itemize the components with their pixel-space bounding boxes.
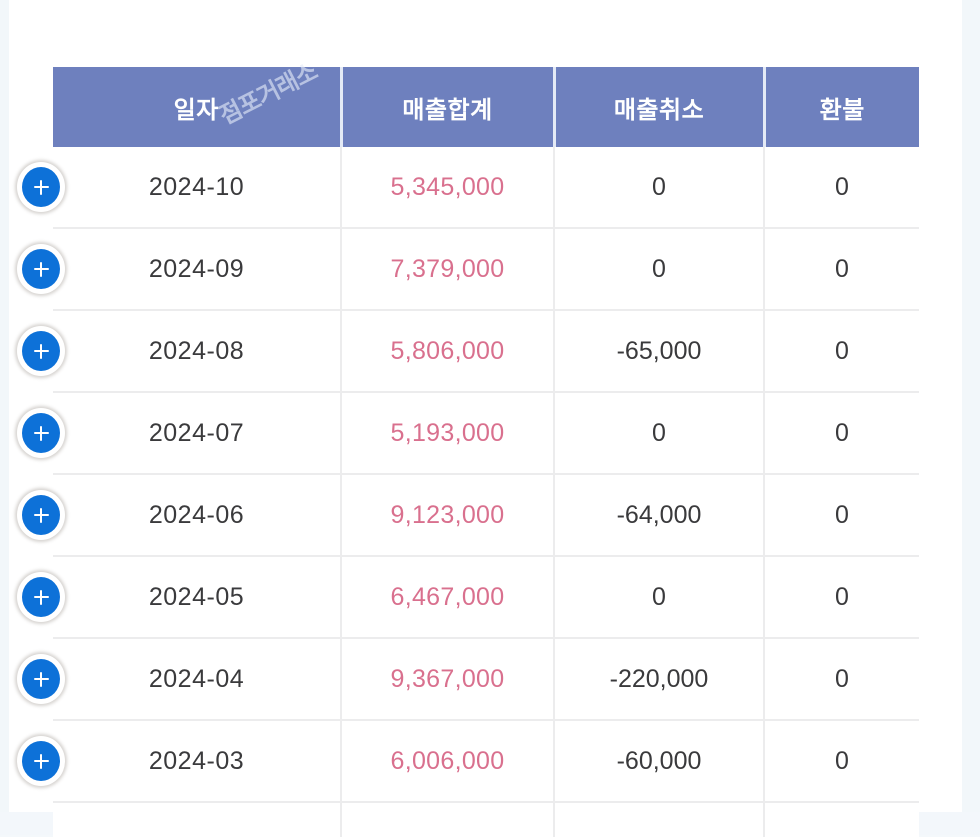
date-value: 2024-10 xyxy=(148,172,245,201)
date-value: 2024-03 xyxy=(148,746,245,775)
plus-icon xyxy=(22,167,60,207)
cell-total-sales: 6,006,000 xyxy=(341,720,555,803)
table-row[interactable]: 2024-07 5,193,000 0 0 xyxy=(17,392,919,475)
cell-refund: 0 xyxy=(764,720,919,803)
cell-sales-cancel: 0 xyxy=(554,392,765,475)
expand-row-button[interactable] xyxy=(16,653,66,705)
table-row[interactable]: 2024-03 6,006,000 -60,000 0 xyxy=(17,720,919,803)
cell-total-sales: 9,367,000 xyxy=(341,638,555,721)
cell-date xyxy=(53,802,342,837)
date-value: 2024-07 xyxy=(148,418,245,447)
cell-sales-cancel xyxy=(554,802,765,837)
cell-date: 2024-05 xyxy=(17,556,342,639)
date-value: 2024-04 xyxy=(148,664,245,693)
cell-sales-cancel: -60,000 xyxy=(554,720,765,803)
cell-refund: 0 xyxy=(764,556,919,639)
table-body: 2024-10 5,345,000 0 0 2024-09 7,379,000 0 0 2024… xyxy=(17,147,919,837)
expand-row-button[interactable] xyxy=(16,407,66,459)
column-header-date[interactable]: 일자 xyxy=(53,67,343,147)
cell-refund: 0 xyxy=(764,392,919,475)
cell-sales-cancel: -64,000 xyxy=(554,474,765,557)
plus-icon xyxy=(22,413,60,453)
expand-row-button[interactable] xyxy=(16,571,66,623)
cell-date: 2024-07 xyxy=(17,392,342,475)
cell-sales-cancel: 0 xyxy=(554,556,765,639)
column-header-total[interactable]: 매출합계 xyxy=(341,67,556,147)
expand-row-button[interactable] xyxy=(16,325,66,377)
cell-refund: 0 xyxy=(764,638,919,721)
cell-total-sales: 5,345,000 xyxy=(341,147,555,229)
cell-sales-cancel: 0 xyxy=(554,147,765,229)
cell-refund: 0 xyxy=(764,228,919,311)
expand-row-button[interactable] xyxy=(16,489,66,541)
table-row[interactable]: 2024-05 6,467,000 0 0 xyxy=(17,556,919,639)
cell-total-sales: 6,467,000 xyxy=(341,556,555,639)
expand-row-button[interactable] xyxy=(16,161,66,213)
sales-summary-table: 일자 매출합계 매출취소 환불 2024-10 5,345,000 0 0 2024-0… xyxy=(17,67,919,837)
cell-total-sales xyxy=(341,802,555,837)
date-value: 2024-06 xyxy=(148,500,245,529)
table-header-row: 일자 매출합계 매출취소 환불 xyxy=(53,67,919,147)
cell-total-sales: 5,806,000 xyxy=(341,310,555,393)
cell-date: 2024-08 xyxy=(17,310,342,393)
cell-date: 2024-03 xyxy=(17,720,342,803)
cell-sales-cancel: -220,000 xyxy=(554,638,765,721)
table-row-partial[interactable] xyxy=(53,802,919,837)
cell-refund xyxy=(764,802,919,837)
cell-date: 2024-04 xyxy=(17,638,342,721)
date-value: 2024-08 xyxy=(148,336,245,365)
table-row[interactable]: 2024-08 5,806,000 -65,000 0 xyxy=(17,310,919,393)
plus-icon xyxy=(22,495,60,535)
right-gutter xyxy=(962,0,980,835)
expand-row-button[interactable] xyxy=(16,243,66,295)
table-row[interactable]: 2024-09 7,379,000 0 0 xyxy=(17,228,919,311)
cell-date: 2024-06 xyxy=(17,474,342,557)
expand-row-button[interactable] xyxy=(16,735,66,787)
cell-sales-cancel: 0 xyxy=(554,228,765,311)
cell-total-sales: 9,123,000 xyxy=(341,474,555,557)
cell-total-sales: 7,379,000 xyxy=(341,228,555,311)
cell-date: 2024-09 xyxy=(17,228,342,311)
date-value: 2024-05 xyxy=(148,582,245,611)
plus-icon xyxy=(22,741,60,781)
cell-sales-cancel: -65,000 xyxy=(554,310,765,393)
cell-refund: 0 xyxy=(764,310,919,393)
cell-date: 2024-10 xyxy=(17,147,342,229)
plus-icon xyxy=(22,331,60,371)
plus-icon xyxy=(22,659,60,699)
cell-refund: 0 xyxy=(764,147,919,229)
cell-refund: 0 xyxy=(764,474,919,557)
plus-icon xyxy=(22,249,60,289)
column-header-cancel[interactable]: 매출취소 xyxy=(554,67,766,147)
sales-summary-table-wrapper: 일자 매출합계 매출취소 환불 2024-10 5,345,000 0 0 2024-0… xyxy=(17,67,919,837)
plus-icon xyxy=(22,577,60,617)
table-row[interactable]: 2024-04 9,367,000 -220,000 0 xyxy=(17,638,919,721)
table-row[interactable]: 2024-10 5,345,000 0 0 xyxy=(17,147,919,229)
date-value: 2024-09 xyxy=(148,254,245,283)
table-header: 일자 매출합계 매출취소 환불 xyxy=(53,67,919,147)
table-row[interactable]: 2024-06 9,123,000 -64,000 0 xyxy=(17,474,919,557)
left-gutter xyxy=(0,0,9,835)
cell-total-sales: 5,193,000 xyxy=(341,392,555,475)
column-header-refund[interactable]: 환불 xyxy=(764,67,919,147)
